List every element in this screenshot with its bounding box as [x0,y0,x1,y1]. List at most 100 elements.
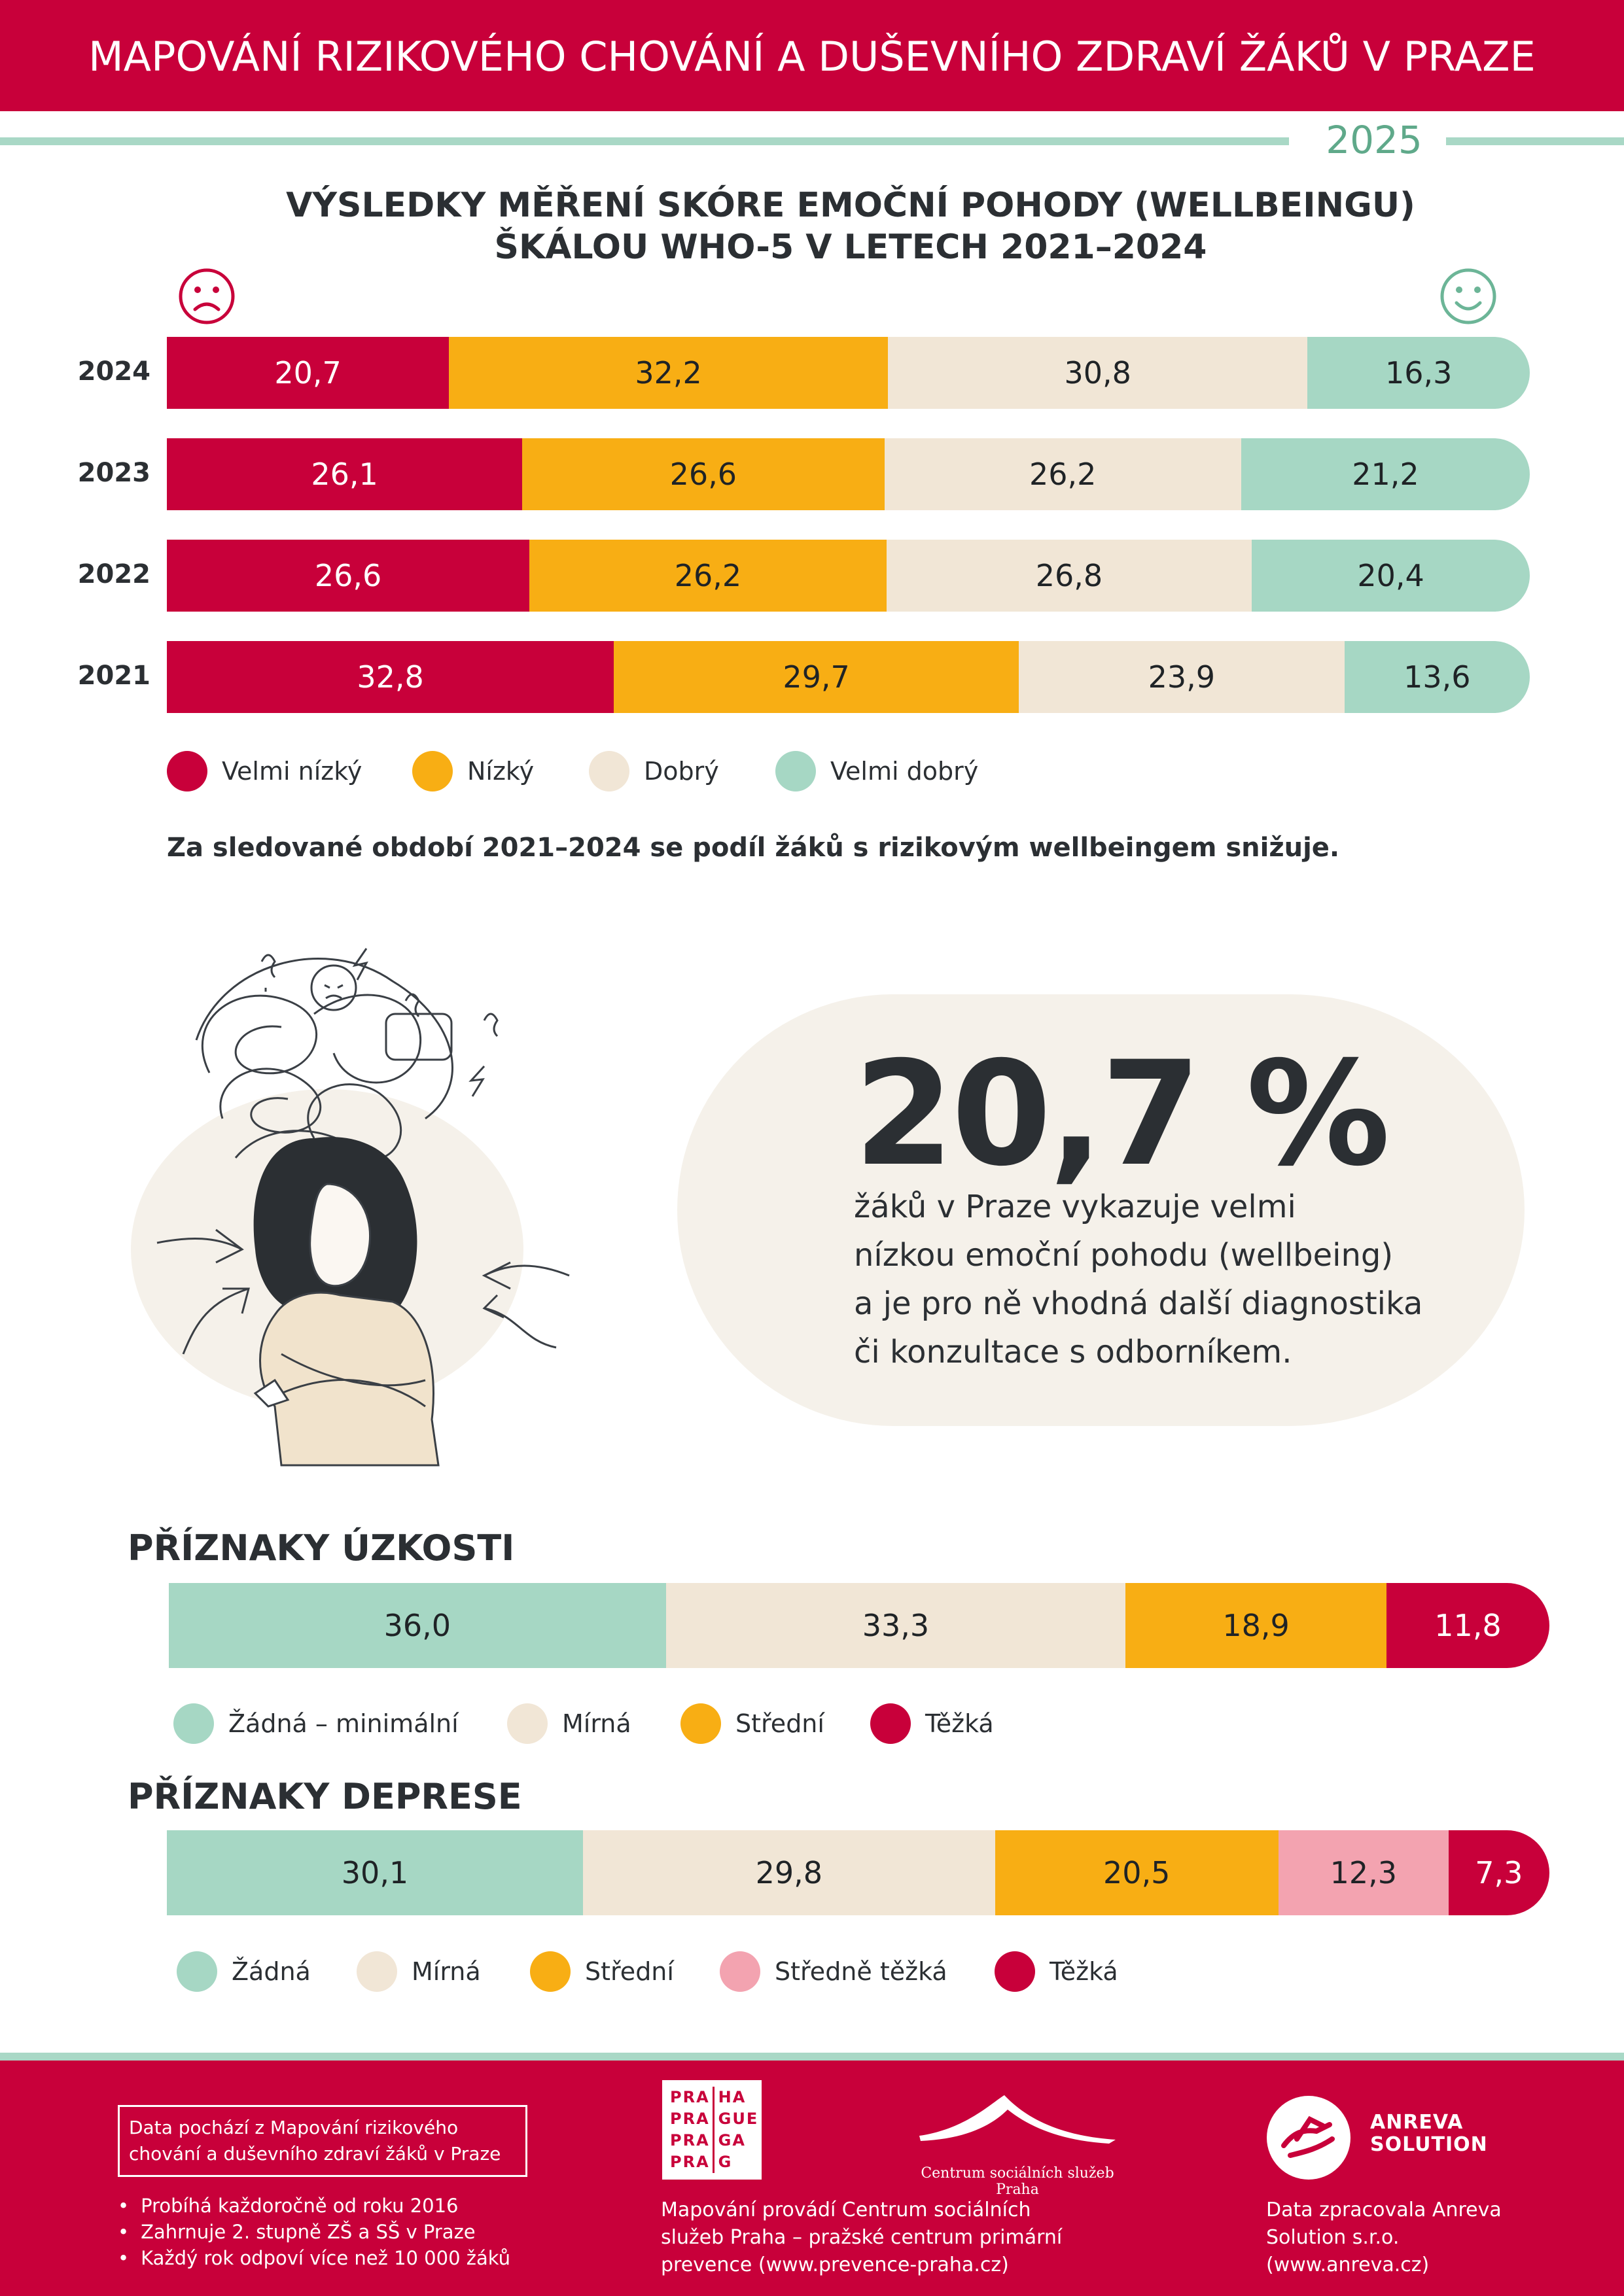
legend-swatch [412,751,453,791]
depression-value-label: 30,1 [341,1855,409,1890]
praha-logo-text: HA [718,2088,747,2106]
wellbeing-2022-segment: 20,4 [1252,540,1530,612]
legend-label: Nízký [467,757,535,786]
year-row-label: 2022 [77,559,150,589]
legend-item-velmi-nizky: Velmi nízký [167,751,412,791]
legend-label: Středně těžká [775,1957,947,1986]
legend-item-velmi-dobry: Velmi dobrý [775,751,1011,791]
year-row-label: 2023 [77,458,150,488]
wellbeing-2023-value-label: 26,2 [1029,457,1097,492]
source-box: Data pochází z Mapování rizikového chová… [118,2105,527,2177]
legend-swatch [720,1951,760,1992]
organizer-text-line: prevence (www.prevence-praha.cz) [661,2253,1009,2276]
organizer-text-line: Mapování provádí Centrum sociálních [661,2199,1031,2221]
wellbeing-chart-title: VÝSLEDKY MĚŘENÍ SKÓRE EMOČNÍ POHODY (WEL… [164,184,1538,268]
praha-logo: PRA HA PRA GUE PRA GA PRA G [662,2080,762,2180]
callout-text-line: a je pro ně vhodná další diagnostika [854,1285,1423,1322]
wellbeing-2023-value-label: 26,1 [311,457,378,492]
anxiety-value-label: 11,8 [1434,1608,1502,1643]
wellbeing-2023-segment: 26,6 [522,438,885,510]
praha-logo-text: PRA [670,2151,715,2173]
callout-text: žáků v Praze vykazuje velmi nízkou emočn… [854,1183,1443,1376]
legend-label: Mírná [562,1709,631,1738]
legend-swatch [870,1703,911,1744]
wellbeing-2024-segment: 30,8 [887,337,1308,409]
legend-swatch [995,1951,1035,1992]
anxiety-legend: Žádná – minimální Mírná Střední Těžká [173,1703,1034,1744]
anxiety-value-label: 36,0 [383,1608,451,1643]
wellbeing-title-line1: VÝSLEDKY MĚŘENÍ SKÓRE EMOČNÍ POHODY (WEL… [286,186,1415,225]
year-label: 2025 [1326,118,1422,162]
sad-face-icon [179,268,235,324]
wellbeing-2024-value-label: 20,7 [274,355,342,391]
legend-item-zadna-minimalni: Žádná – minimální [173,1703,507,1744]
anxiety-segment: 18,9 [1125,1583,1386,1668]
depression-legend: Žádná Mírná Střední Středně těžká Těžká [177,1951,1158,1992]
happy-face-icon [1440,268,1496,324]
legend-swatch [530,1951,571,1992]
wellbeing-2023-segment: 26,2 [884,438,1241,510]
legend-swatch [177,1951,217,1992]
wellbeing-note: Za sledované období 2021–2024 se podíl ž… [167,833,1340,863]
wellbeing-2023-segment: 26,1 [167,438,523,510]
legend-item-mirna: Mírná [507,1703,680,1744]
wellbeing-2024-value-label: 16,3 [1385,355,1453,391]
anxiety-segment: 33,3 [665,1583,1126,1668]
wellbeing-legend: Velmi nízký Nízký Dobrý Velmi dobrý [167,751,1011,791]
wellbeing-2024-value-label: 30,8 [1064,355,1131,391]
legend-item-stredni: Střední [530,1951,720,1992]
depression-value-label: 7,3 [1475,1855,1523,1890]
legend-swatch [589,751,629,791]
anxiety-segment: 11,8 [1386,1583,1549,1668]
wellbeing-2022-segment: 26,2 [529,540,887,612]
wellbeing-title-line2: ŠKÁLOU WHO-5 V LETECH 2021–2024 [494,228,1207,267]
praha-logo-text: PRA [670,2130,715,2151]
depression-segment: 30,1 [167,1830,583,1915]
info-bullets: Probíhá každoročně od roku 2016 Zahrnuje… [118,2193,510,2271]
year-row-label: 2021 [77,661,150,691]
anreva-logo-line: ANREVA [1370,2111,1464,2134]
wellbeing-2022-value-label: 26,6 [314,558,382,593]
processor-text: Data zpracovala Anreva Solution s.r.o. (… [1266,2197,1502,2279]
year-row-label: 2024 [77,357,150,387]
depression-value-label: 20,5 [1103,1855,1171,1890]
legend-label: Střední [735,1709,824,1738]
legend-label: Žádná – minimální [228,1709,459,1738]
depression-segment: 12,3 [1278,1830,1449,1915]
depression-segment: 7,3 [1448,1830,1549,1915]
legend-swatch [775,751,816,791]
organizer-text: Mapování provádí Centrum sociálních služ… [661,2197,1062,2279]
wellbeing-2022-segment: 26,6 [167,540,530,612]
wellbeing-2022-segment: 26,8 [886,540,1252,612]
header-rule-right [1446,137,1624,145]
praha-logo-text: GA [718,2131,746,2149]
wellbeing-2023-segment: 21,2 [1241,438,1530,510]
callout-background [677,994,1525,1426]
wellbeing-2021-value-label: 23,9 [1148,659,1215,695]
wellbeing-2021-segment: 32,8 [167,641,614,713]
legend-swatch [507,1703,548,1744]
info-bullet: Každý rok odpoví více než 10 000 žáků [118,2245,510,2271]
legend-label: Žádná [232,1957,311,1986]
callout-text-line: nízkou emoční pohodu (wellbeing) [854,1237,1394,1274]
legend-item-zadna: Žádná [177,1951,357,1992]
legend-item-tezka: Těžká [870,1703,1034,1744]
legend-swatch [173,1703,214,1744]
wellbeing-2022-value-label: 26,8 [1035,558,1103,593]
csspraha-logo-text: Centrum sociálních služeb Praha [921,2165,1114,2198]
praha-logo-text: PRA [670,2108,715,2130]
header-rule-left [0,137,1289,145]
header-bar [0,0,1624,111]
callout-text-line: či konzultace s odborníkem. [854,1334,1292,1370]
wellbeing-2021-value-label: 13,6 [1403,659,1471,695]
praha-logo-text: GUE [718,2110,759,2128]
legend-label: Těžká [1050,1957,1118,1986]
callout-value: 20,7 % [854,1030,1390,1198]
legend-label: Velmi dobrý [830,757,979,786]
wellbeing-2024-segment: 32,2 [449,337,888,409]
wellbeing-2024-segment: 16,3 [1307,337,1530,409]
legend-item-stredne-tezka: Středně těžká [720,1951,995,1992]
depression-title: PŘÍZNAKY DEPRESE [128,1776,522,1817]
wellbeing-2021-segment: 29,7 [614,641,1019,713]
anxiety-title: PŘÍZNAKY ÚZKOSTI [128,1527,515,1569]
